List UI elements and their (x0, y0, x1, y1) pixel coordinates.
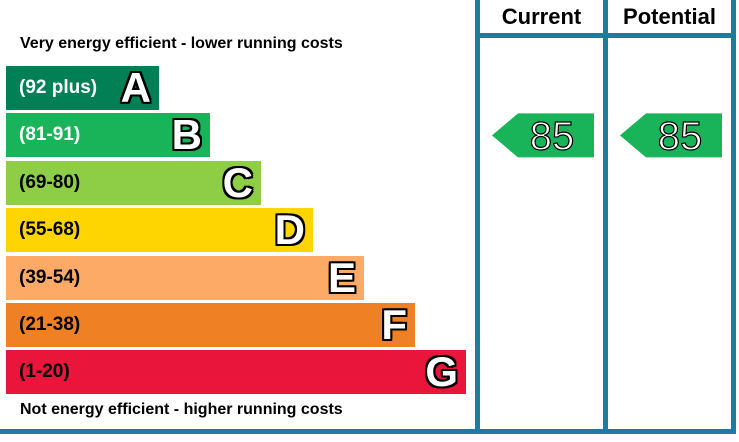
rating-arrow-potential (620, 113, 722, 158)
caption-bottom: Not energy efficient - higher running co… (20, 401, 343, 418)
band-range-label: (92 plus) (19, 77, 98, 98)
band-g: (1-20) G (6, 348, 466, 396)
band-range-label: (39-54) (19, 266, 81, 288)
frame-bottom (0, 429, 736, 434)
column-header-current: Current (501, 4, 582, 29)
band-letter: A (120, 64, 151, 111)
band-letter: E (327, 253, 356, 301)
rating-arrow-current (492, 113, 594, 158)
band-d: (55-68) D (6, 206, 313, 254)
band-letter: F (381, 301, 407, 348)
frame-left (475, 0, 480, 434)
band-range-label: (81-91) (19, 124, 81, 146)
rating-value-potential: 85 (658, 114, 703, 158)
band-letter: C (222, 158, 253, 206)
band-a: (92 plus) A (6, 64, 159, 111)
band-range-label: (21-38) (19, 314, 81, 335)
band-letter: B (171, 111, 202, 159)
band-c: (69-80) C (6, 158, 261, 206)
band-range-label: (69-80) (19, 171, 81, 193)
band-range-label: (55-68) (19, 219, 81, 241)
band-f: (21-38) F (6, 301, 415, 348)
band-letter: D (274, 206, 305, 254)
caption-top: Very energy efficient - lower running co… (20, 35, 343, 52)
band-letter: G (425, 348, 458, 396)
frame-right (731, 0, 736, 434)
rating-value-current: 85 (530, 114, 575, 158)
band-range-label: (1-20) (19, 361, 70, 383)
column-header-potential: Potential (623, 4, 716, 29)
band-e: (39-54) E (6, 253, 364, 301)
frame-mid (603, 0, 608, 434)
frame-header-divider (475, 33, 736, 38)
band-b: (81-91) B (6, 111, 210, 159)
